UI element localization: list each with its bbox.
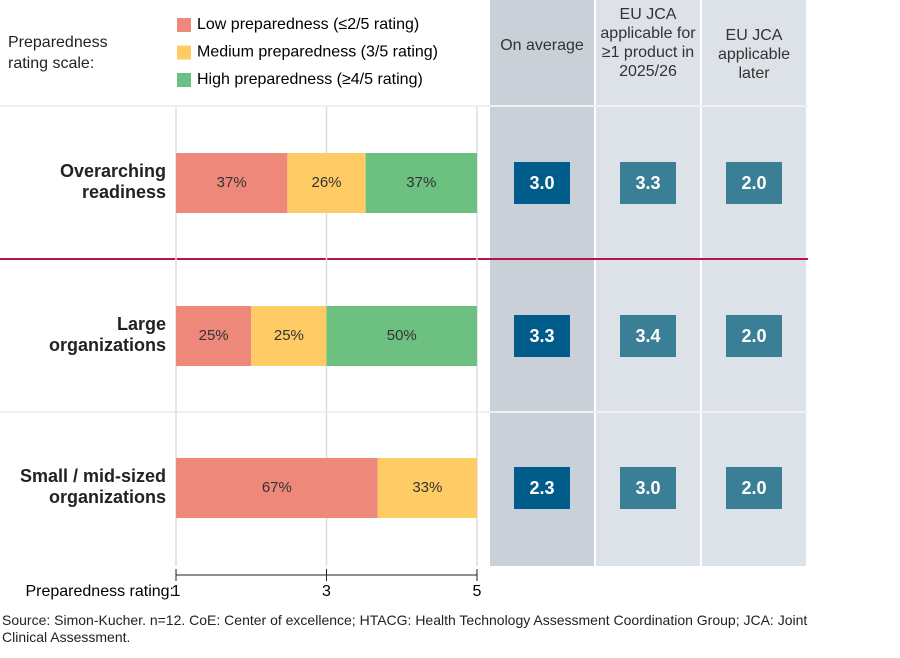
- data-label: 33%: [412, 479, 442, 496]
- data-label: 25%: [274, 327, 304, 344]
- data-label: 67%: [262, 479, 292, 496]
- bar-segment: [176, 306, 252, 366]
- legend-title: Preparedness rating scale:: [8, 34, 108, 72]
- data-label: 25%: [199, 327, 229, 344]
- bar-segment: [326, 306, 477, 366]
- score-box: 3.3: [620, 162, 676, 204]
- bar-segment: [176, 153, 288, 213]
- source-note: Source: Simon-Kucher. n=12. CoE: Center …: [2, 612, 808, 645]
- row-separator: [0, 411, 808, 413]
- x-axis-label: Preparedness rating:: [25, 583, 174, 600]
- score-box: 3.0: [620, 467, 676, 509]
- legend-label: Medium preparedness (3/5 rating): [197, 44, 438, 61]
- legend-label: High preparedness (≥4/5 rating): [197, 71, 423, 88]
- bar-segment: [377, 458, 477, 518]
- x-tick-label: 3: [322, 583, 331, 600]
- group-separator: [0, 258, 808, 260]
- data-label: 50%: [387, 327, 417, 344]
- bar-segment: [365, 153, 477, 213]
- score-box: 3.0: [514, 162, 570, 204]
- bar-segment: [251, 306, 327, 366]
- legend-swatch: [177, 73, 191, 87]
- score-box: 2.0: [726, 162, 782, 204]
- category-label: Overarching readiness: [59, 161, 166, 202]
- column-header: EU JCA applicable for ≥1 product in 2025…: [600, 6, 696, 80]
- bar-segment: [176, 458, 378, 518]
- legend-label: Low preparedness (≤2/5 rating): [197, 16, 419, 33]
- category-label: Small / mid-sized organizations: [19, 466, 166, 507]
- score-box: 2.0: [726, 467, 782, 509]
- column-header: On average: [500, 37, 584, 54]
- score-box: 2.0: [726, 315, 782, 357]
- data-label: 37%: [406, 174, 436, 191]
- bar-segment: [287, 153, 366, 213]
- column-header: EU JCA applicable later: [717, 27, 791, 82]
- data-label: 37%: [217, 174, 247, 191]
- data-label: 26%: [311, 174, 341, 191]
- legend-swatch: [177, 45, 191, 60]
- x-tick-label: 5: [473, 583, 482, 600]
- category-label: Large organizations: [48, 314, 166, 355]
- row-separator: [0, 105, 808, 107]
- score-box: 3.4: [620, 315, 676, 357]
- score-box: 3.3: [514, 315, 570, 357]
- score-box: 2.3: [514, 467, 570, 509]
- x-tick-label: 1: [172, 583, 181, 600]
- legend-swatch: [177, 18, 191, 32]
